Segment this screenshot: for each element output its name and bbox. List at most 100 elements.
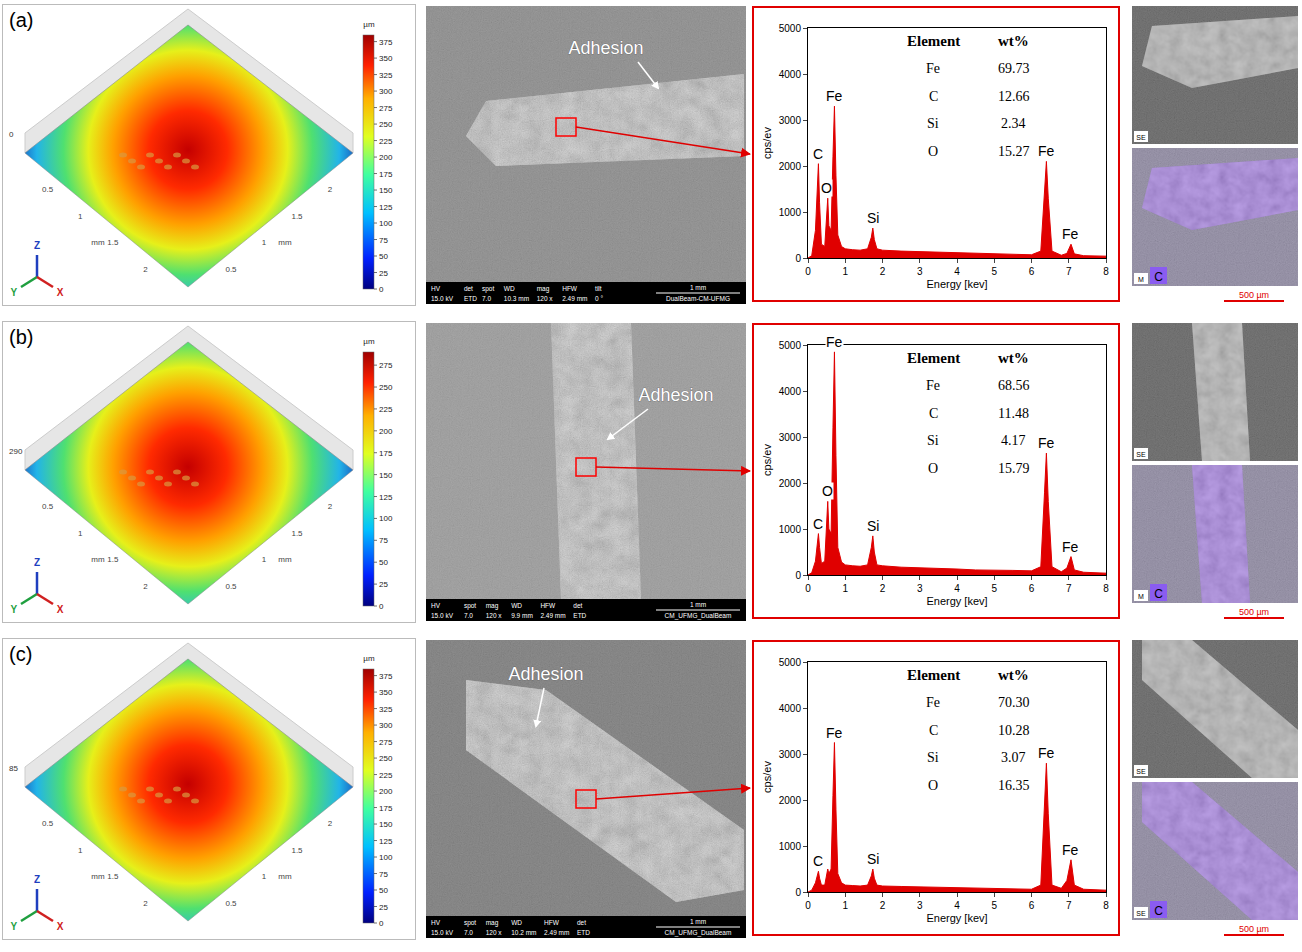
- svg-text:10.28: 10.28: [998, 723, 1030, 738]
- svg-text:det: det: [464, 285, 473, 292]
- svg-text:Fe: Fe: [926, 378, 940, 393]
- svg-text:0.5: 0.5: [225, 899, 237, 908]
- svg-text:120 x: 120 x: [486, 929, 503, 936]
- svg-text:225: 225: [379, 405, 393, 414]
- svg-text:5: 5: [991, 266, 997, 277]
- svg-text:1000: 1000: [779, 207, 802, 218]
- svg-text:0.5: 0.5: [225, 582, 237, 591]
- svg-text:Fe: Fe: [1062, 226, 1079, 242]
- svg-text:mag: mag: [486, 919, 499, 927]
- svg-text:Si: Si: [927, 116, 939, 131]
- svg-text:mm: mm: [278, 238, 292, 247]
- svg-text:8: 8: [1103, 266, 1109, 277]
- svg-text:3: 3: [917, 900, 923, 911]
- svg-text:C: C: [929, 89, 938, 104]
- svg-text:det: det: [573, 602, 582, 609]
- svg-text:75: 75: [379, 870, 388, 879]
- svg-text:69.73: 69.73: [998, 61, 1030, 76]
- svg-text:Fe: Fe: [1062, 539, 1079, 555]
- svg-text:SE: SE: [1136, 451, 1146, 458]
- svg-text:Si: Si: [867, 210, 879, 226]
- svg-text:325: 325: [379, 71, 393, 80]
- svg-text:1: 1: [78, 846, 83, 855]
- svg-text:C: C: [813, 516, 823, 532]
- svg-text:1.5: 1.5: [107, 238, 119, 247]
- svg-text:CM_UFMG_DualBeam: CM_UFMG_DualBeam: [665, 612, 732, 620]
- svg-text:O: O: [928, 778, 938, 793]
- svg-text:125: 125: [379, 203, 393, 212]
- svg-text:225: 225: [379, 137, 393, 146]
- svg-text:O: O: [822, 483, 833, 499]
- svg-text:75: 75: [379, 536, 388, 545]
- svg-text:25: 25: [379, 903, 388, 912]
- svg-text:ETD: ETD: [464, 295, 477, 302]
- svg-text:5: 5: [991, 583, 997, 594]
- svg-text:150: 150: [379, 186, 393, 195]
- svg-text:M: M: [1138, 593, 1144, 600]
- svg-text:70.30: 70.30: [998, 695, 1030, 710]
- svg-text:mag: mag: [537, 285, 550, 293]
- svg-text:0: 0: [379, 602, 384, 611]
- svg-text:2: 2: [328, 819, 333, 828]
- svg-text:0.5: 0.5: [42, 185, 54, 194]
- svg-text:0: 0: [379, 285, 384, 294]
- svg-text:µm: µm: [363, 654, 375, 663]
- svg-text:O: O: [928, 461, 938, 476]
- svg-text:150: 150: [379, 820, 393, 829]
- svg-text:(c): (c): [9, 643, 32, 665]
- svg-text:0: 0: [795, 887, 801, 898]
- svg-text:spot: spot: [464, 919, 476, 927]
- svg-text:spot: spot: [464, 602, 476, 610]
- svg-text:50: 50: [379, 558, 388, 567]
- svg-text:3: 3: [917, 583, 923, 594]
- svg-text:SE: SE: [1136, 134, 1146, 141]
- svg-text:50: 50: [379, 886, 388, 895]
- svg-text:1: 1: [262, 872, 267, 881]
- svg-text:SE: SE: [1136, 768, 1146, 775]
- svg-text:(a): (a): [9, 9, 33, 31]
- svg-text:Element: Element: [907, 667, 960, 683]
- svg-text:spot: spot: [482, 285, 494, 293]
- svg-text:WD: WD: [504, 285, 515, 292]
- svg-text:300: 300: [379, 87, 393, 96]
- svg-text:Adhesion: Adhesion: [508, 664, 583, 684]
- svg-text:500 µm: 500 µm: [1239, 924, 1269, 934]
- svg-text:1000: 1000: [779, 841, 802, 852]
- svg-text:120 x: 120 x: [486, 612, 503, 619]
- svg-text:275: 275: [379, 361, 393, 370]
- svg-text:Fe: Fe: [826, 334, 843, 350]
- svg-text:250: 250: [379, 754, 393, 763]
- svg-text:cps/ev: cps/ev: [761, 444, 773, 476]
- svg-text:2: 2: [880, 266, 886, 277]
- svg-text:Fe: Fe: [1062, 842, 1079, 858]
- svg-text:3000: 3000: [779, 432, 802, 443]
- svg-text:Si: Si: [867, 851, 879, 867]
- svg-text:0: 0: [795, 253, 801, 264]
- svg-text:15.27: 15.27: [998, 144, 1030, 159]
- svg-text:Element: Element: [907, 33, 960, 49]
- svg-text:25: 25: [379, 580, 388, 589]
- svg-text:125: 125: [379, 493, 393, 502]
- svg-text:200: 200: [379, 427, 393, 436]
- svg-text:mm: mm: [278, 555, 292, 564]
- svg-text:DualBeam-CM-UFMG: DualBeam-CM-UFMG: [666, 295, 730, 302]
- svg-text:200: 200: [379, 153, 393, 162]
- svg-text:µm: µm: [363, 20, 375, 29]
- svg-text:2000: 2000: [779, 478, 802, 489]
- svg-text:SE: SE: [1136, 910, 1146, 917]
- svg-text:Energy [kev]: Energy [kev]: [926, 278, 987, 290]
- svg-text:mm: mm: [91, 238, 105, 247]
- svg-text:mag: mag: [486, 602, 499, 610]
- svg-text:6: 6: [1029, 900, 1035, 911]
- svg-text:16.35: 16.35: [998, 778, 1030, 793]
- svg-text:225: 225: [379, 771, 393, 780]
- svg-text:C: C: [813, 146, 823, 162]
- svg-text:100: 100: [379, 514, 393, 523]
- svg-text:1.5: 1.5: [291, 846, 303, 855]
- svg-text:2000: 2000: [779, 795, 802, 806]
- svg-text:Element: Element: [907, 350, 960, 366]
- svg-text:4000: 4000: [779, 386, 802, 397]
- svg-text:5: 5: [991, 900, 997, 911]
- svg-text:0: 0: [795, 570, 801, 581]
- svg-text:wt%: wt%: [998, 33, 1029, 49]
